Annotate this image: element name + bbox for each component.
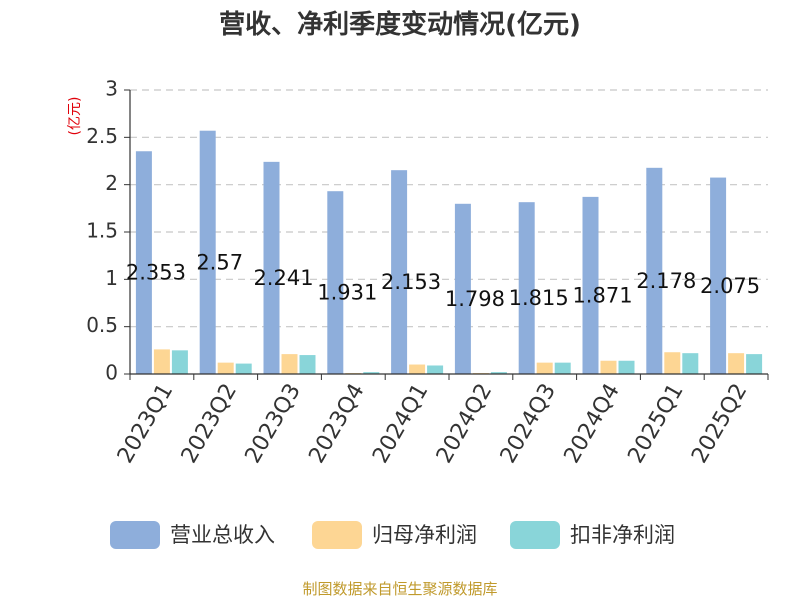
x-ticks: 2023Q12023Q22023Q32023Q42024Q12024Q22024… bbox=[113, 374, 769, 468]
bar-1-1 bbox=[217, 362, 234, 374]
bar-1-0 bbox=[153, 349, 170, 374]
legend-swatch bbox=[312, 521, 362, 549]
bar-0-2 bbox=[263, 161, 280, 374]
x-tick-label: 2023Q4 bbox=[304, 380, 369, 468]
bar-0-8 bbox=[646, 167, 663, 374]
chart-title: 营收、净利季度变动情况(亿元) bbox=[219, 9, 581, 40]
y-tick-label: 0 bbox=[105, 361, 118, 385]
bar-2-1 bbox=[235, 363, 252, 374]
bar-0-9 bbox=[710, 177, 727, 374]
y-tick-label: 0.5 bbox=[86, 313, 118, 337]
data-label: 2.178 bbox=[636, 269, 696, 293]
data-label: 2.57 bbox=[196, 250, 243, 274]
data-label: 1.931 bbox=[317, 281, 377, 305]
data-label: 1.871 bbox=[572, 283, 632, 307]
bar-0-6 bbox=[518, 202, 535, 374]
bar-1-4 bbox=[409, 364, 426, 374]
y-tick-label: 3 bbox=[105, 77, 118, 101]
x-tick-label: 2023Q1 bbox=[113, 380, 178, 468]
x-tick-label: 2024Q2 bbox=[432, 380, 497, 468]
x-tick-label: 2024Q3 bbox=[496, 380, 561, 468]
bar-0-1 bbox=[199, 130, 216, 374]
bar-2-5 bbox=[490, 372, 507, 374]
legend-label: 营业总收入 bbox=[170, 523, 275, 547]
bar-2-7 bbox=[618, 360, 635, 374]
y-tick-label: 2 bbox=[105, 171, 118, 195]
data-label: 2.241 bbox=[253, 266, 313, 290]
bar-0-3 bbox=[327, 191, 344, 374]
bar-1-9 bbox=[728, 353, 745, 374]
bar-2-0 bbox=[171, 350, 188, 374]
bar-1-7 bbox=[600, 360, 617, 374]
data-label: 2.075 bbox=[700, 274, 760, 298]
legend-label: 扣非净利润 bbox=[570, 523, 675, 547]
x-tick-label: 2024Q4 bbox=[560, 380, 625, 468]
y-tick-label: 2.5 bbox=[86, 124, 118, 148]
x-tick-label: 2025Q1 bbox=[623, 380, 688, 468]
bar-2-9 bbox=[746, 354, 763, 374]
y-tick-label: 1 bbox=[105, 266, 118, 290]
y-tick-label: 1.5 bbox=[86, 219, 118, 243]
bar-1-2 bbox=[281, 354, 298, 374]
legend-swatch bbox=[510, 521, 560, 549]
x-tick-label: 2024Q1 bbox=[368, 380, 433, 468]
x-tick-label: 2023Q2 bbox=[177, 380, 242, 468]
bar-2-6 bbox=[554, 362, 571, 374]
bar-1-8 bbox=[664, 352, 681, 374]
bar-0-5 bbox=[454, 203, 471, 374]
bar-2-4 bbox=[427, 365, 444, 374]
bar-2-3 bbox=[363, 372, 380, 374]
y-ticks: 0 0.5 1 1.5 2 2.5 3 bbox=[86, 77, 130, 385]
y-axis-label: (亿元) bbox=[67, 97, 83, 136]
legend-swatch bbox=[110, 521, 160, 549]
data-label: 2.153 bbox=[381, 270, 441, 294]
bar-0-4 bbox=[391, 170, 408, 374]
legend-label: 归母净利润 bbox=[372, 523, 477, 547]
legend: 营业总收入 归母净利润 扣非净利润 bbox=[110, 521, 675, 549]
bar-2-8 bbox=[682, 353, 699, 374]
x-tick-label: 2025Q2 bbox=[687, 380, 752, 468]
x-tick-label: 2023Q3 bbox=[241, 380, 306, 468]
data-label: 2.353 bbox=[126, 261, 186, 285]
source-note: 制图数据来自恒生聚源数据库 bbox=[302, 580, 497, 598]
data-label: 1.798 bbox=[445, 287, 505, 311]
bar-1-6 bbox=[536, 362, 553, 374]
bar-2-2 bbox=[299, 355, 316, 374]
data-label: 1.815 bbox=[509, 286, 569, 310]
bar-0-0 bbox=[135, 151, 152, 374]
bar-0-7 bbox=[582, 196, 599, 374]
